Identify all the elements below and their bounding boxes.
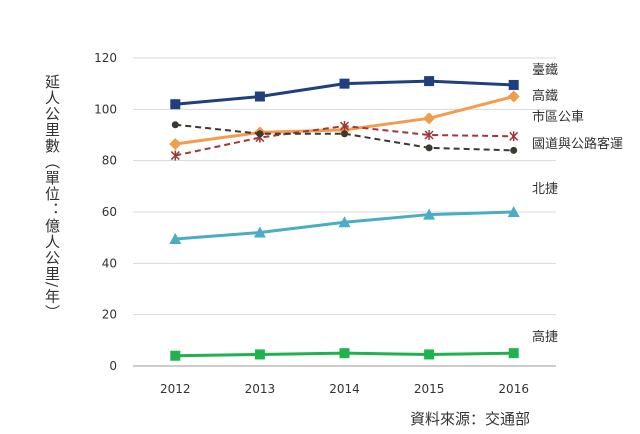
data-point bbox=[423, 112, 436, 125]
x-tick-label: 2015 bbox=[414, 382, 445, 396]
series-line bbox=[175, 123, 514, 152]
x-tick-label: 2012 bbox=[160, 382, 191, 396]
data-point bbox=[254, 349, 265, 360]
series-高捷 bbox=[170, 348, 519, 361]
data-point bbox=[170, 99, 181, 110]
data-point bbox=[253, 226, 266, 238]
y-axis-label: 延人公里數（單位：億人公里/年） bbox=[43, 74, 61, 321]
series-國道與公路客運 bbox=[171, 121, 518, 154]
x-tick-label: 2014 bbox=[329, 382, 360, 396]
y-tick-labels: 0 20 40 60 80 100 120 bbox=[94, 51, 117, 373]
data-point bbox=[510, 146, 518, 154]
data-point bbox=[339, 121, 350, 132]
data-point bbox=[169, 232, 182, 244]
y-tick-label: 100 bbox=[94, 102, 117, 116]
series-臺鐵 bbox=[170, 76, 519, 110]
y-tick-label: 60 bbox=[102, 205, 117, 219]
data-point bbox=[507, 90, 520, 103]
series-北捷 bbox=[169, 206, 520, 244]
data-point bbox=[171, 121, 179, 129]
y-tick-label: 120 bbox=[94, 51, 117, 65]
data-point bbox=[425, 144, 433, 152]
data-point bbox=[423, 208, 436, 220]
legend-label: 臺鐵 bbox=[532, 62, 558, 78]
legend-label: 國道與公路客運 bbox=[532, 136, 623, 152]
data-point bbox=[508, 348, 519, 359]
data-point bbox=[338, 216, 351, 228]
series-lines bbox=[169, 76, 520, 361]
data-point bbox=[424, 76, 435, 87]
data-point bbox=[509, 131, 519, 142]
y-tick-label: 0 bbox=[109, 359, 117, 373]
data-point bbox=[256, 130, 264, 138]
data-point bbox=[424, 349, 435, 360]
data-point bbox=[339, 348, 350, 359]
x-tick-labels: 2012 2013 2014 2015 2016 bbox=[160, 382, 529, 396]
data-point bbox=[170, 150, 180, 161]
data-point bbox=[254, 91, 265, 102]
x-tick-label: 2013 bbox=[245, 382, 276, 396]
data-point bbox=[339, 78, 350, 89]
data-point bbox=[508, 79, 519, 90]
data-point bbox=[169, 137, 182, 150]
data-point bbox=[424, 130, 434, 140]
legend-label: 北捷 bbox=[532, 182, 558, 197]
y-tick-label: 80 bbox=[102, 154, 117, 168]
legend-label: 市區公車 bbox=[532, 109, 584, 125]
series-市區公車 bbox=[170, 121, 519, 161]
data-point bbox=[170, 350, 181, 361]
source-note: 資料來源：交通部 bbox=[410, 410, 531, 428]
y-tick-label: 20 bbox=[102, 308, 117, 322]
y-tick-label: 40 bbox=[102, 256, 117, 270]
data-point bbox=[507, 206, 520, 217]
legend-label: 高捷 bbox=[532, 329, 558, 345]
data-point bbox=[341, 130, 348, 138]
legend-label: 高鐵 bbox=[532, 88, 558, 104]
x-tick-label: 2016 bbox=[498, 382, 529, 396]
